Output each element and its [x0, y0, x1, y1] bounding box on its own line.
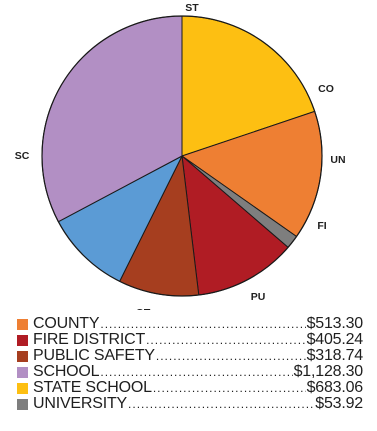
legend-label: COUNTY — [33, 315, 100, 332]
dot-leader — [146, 332, 305, 348]
legend-amount: $53.92 — [315, 395, 363, 412]
legend-item-co: COUNTY $513.30 — [17, 316, 363, 332]
pie-labels: ST CO UN FI PU OT SC — [15, 2, 346, 310]
legend-item-sc: SCHOOL $1,128.30 — [17, 364, 363, 380]
dot-leader — [100, 316, 305, 332]
slice-label-ot: OT — [136, 307, 151, 310]
dot-leader — [128, 396, 314, 412]
legend-label: PUBLIC SAFETY — [33, 347, 155, 364]
pie-slices — [41, 15, 323, 297]
legend-amount: $683.06 — [306, 379, 364, 396]
legend-swatch — [17, 334, 28, 346]
slice-label-fi: FI — [317, 220, 326, 232]
pie-outline — [41, 15, 323, 297]
legend-label: STATE SCHOOL — [33, 379, 152, 396]
legend-swatch — [17, 398, 28, 410]
slice-label-co: CO — [318, 83, 334, 95]
dot-leader — [153, 380, 306, 396]
legend-swatch — [17, 382, 28, 394]
legend-amount: $318.74 — [306, 347, 364, 364]
legend-amount: $1,128.30 — [293, 363, 364, 380]
dot-leader — [100, 364, 292, 380]
legend-item-st: STATE SCHOOL $683.06 — [17, 380, 363, 396]
legend-amount: $513.30 — [306, 315, 364, 332]
legend-label: UNIVERSITY — [33, 395, 128, 412]
legend-swatch — [17, 350, 28, 362]
legend-swatch — [17, 366, 28, 378]
dot-leader — [156, 348, 306, 364]
slice-label-st: ST — [185, 2, 199, 14]
legend-item-fi: FIRE DISTRICT $405.24 — [17, 332, 363, 348]
slice-label-sc: SC — [15, 150, 30, 162]
legend-label: SCHOOL — [33, 363, 100, 380]
slice-label-un: UN — [330, 154, 345, 166]
legend-label: FIRE DISTRICT — [33, 331, 146, 348]
legend-item-pu: PUBLIC SAFETY $318.74 — [17, 348, 363, 364]
pie-chart: ST CO UN FI PU OT SC — [15, 2, 346, 310]
slice-label-pu: PU — [251, 291, 266, 303]
legend-item-un: UNIVERSITY $53.92 — [17, 396, 363, 412]
legend-amount: $405.24 — [306, 331, 364, 348]
legend-swatch — [17, 318, 28, 330]
